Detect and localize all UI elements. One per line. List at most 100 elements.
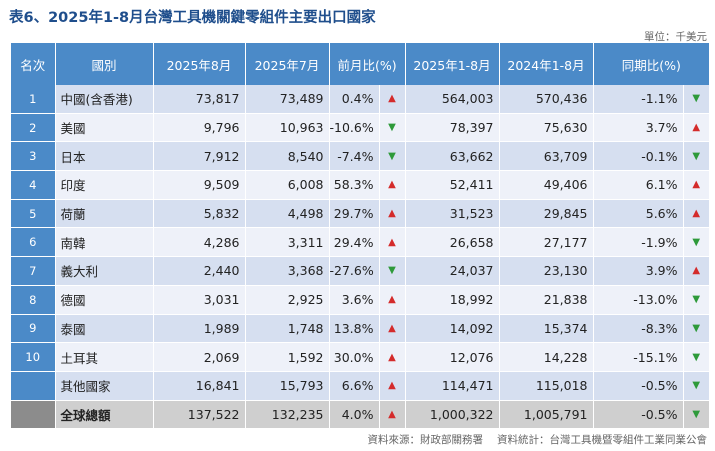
ytd2025-cell: 52,411 bbox=[405, 170, 500, 200]
yoy-arrow-cell: ▼ bbox=[683, 141, 710, 172]
mom-arrow-cell: ▲ bbox=[379, 170, 406, 200]
aug2025-cell: 73,817 bbox=[153, 85, 246, 114]
yoy-cell: 5.6% bbox=[593, 199, 684, 229]
header-rank: 名次 bbox=[11, 43, 56, 85]
header-mom: 前月比(%) bbox=[329, 43, 406, 85]
aug2025-cell: 3,031 bbox=[153, 285, 246, 315]
ytd2024-cell: 14,228 bbox=[499, 342, 594, 372]
ytd2024-cell: 75,630 bbox=[499, 113, 594, 143]
table-row: 9 泰國 1,989 1,748 13.8% ▲ 14,092 15,374 -8.3% ▼ bbox=[11, 314, 710, 344]
yoy-arrow-cell: ▼ bbox=[683, 342, 710, 372]
ytd2025-cell: 18,992 bbox=[405, 285, 500, 315]
mom-arrow-cell: ▼ bbox=[379, 141, 406, 172]
header-country: 國別 bbox=[55, 43, 154, 85]
yoy-cell: -0.5% bbox=[593, 400, 684, 430]
country-cell: 義大利 bbox=[55, 256, 154, 286]
ytd2025-cell: 14,092 bbox=[405, 314, 500, 344]
mom-arrow-cell: ▲ bbox=[379, 371, 406, 401]
ytd2024-cell: 1,005,791 bbox=[499, 400, 594, 430]
table-row: 10 土耳其 2,069 1,592 30.0% ▲ 12,076 14,228 -15.1% ▼ bbox=[11, 342, 710, 372]
yoy-cell: -1.9% bbox=[593, 227, 684, 258]
ytd2024-cell: 23,130 bbox=[499, 256, 594, 286]
jul2025-cell: 1,592 bbox=[245, 342, 330, 372]
ytd2024-cell: 570,436 bbox=[499, 85, 594, 114]
yoy-cell: 6.1% bbox=[593, 170, 684, 200]
country-cell: 土耳其 bbox=[55, 342, 154, 372]
yoy-cell: -8.3% bbox=[593, 314, 684, 344]
ytd2025-cell: 564,003 bbox=[405, 85, 500, 114]
jul2025-cell: 8,540 bbox=[245, 141, 330, 172]
mom-cell: 29.4% bbox=[329, 227, 380, 258]
aug2025-cell: 1,989 bbox=[153, 314, 246, 344]
triangle-down-icon: ▼ bbox=[692, 351, 701, 363]
aug2025-cell: 5,832 bbox=[153, 199, 246, 229]
table-title: 表6、2025年1-8月台灣工具機關鍵零組件主要出口國家 bbox=[9, 10, 376, 26]
jul2025-cell: 15,793 bbox=[245, 371, 330, 401]
unit-label: 單位：千美元 bbox=[644, 31, 707, 43]
mom-arrow-cell: ▲ bbox=[379, 85, 406, 114]
ytd2025-cell: 26,658 bbox=[405, 227, 500, 258]
header-ytd2024: 2024年1-8月 bbox=[499, 43, 594, 85]
jul2025-cell: 1,748 bbox=[245, 314, 330, 344]
mom-arrow-cell: ▲ bbox=[379, 342, 406, 372]
table-row: 2 美國 9,796 10,963 -10.6% ▼ 78,397 75,630 3.7% ▲ bbox=[11, 113, 710, 143]
mom-arrow-cell: ▼ bbox=[379, 256, 406, 286]
country-cell: 泰國 bbox=[55, 314, 154, 344]
mom-arrow-cell: ▼ bbox=[379, 113, 406, 143]
mom-cell: -7.4% bbox=[329, 141, 380, 172]
ytd2025-cell: 1,000,322 bbox=[405, 400, 500, 430]
aug2025-cell: 9,509 bbox=[153, 170, 246, 200]
ytd2025-cell: 78,397 bbox=[405, 113, 500, 143]
country-cell: 德國 bbox=[55, 285, 154, 315]
jul2025-cell: 73,489 bbox=[245, 85, 330, 114]
country-cell: 全球總額 bbox=[55, 400, 154, 430]
mom-arrow-cell: ▲ bbox=[379, 199, 406, 229]
jul2025-cell: 3,368 bbox=[245, 256, 330, 286]
triangle-down-icon: ▼ bbox=[388, 150, 396, 162]
table-row: 6 南韓 4,286 3,311 29.4% ▲ 26,658 27,177 -1.9% ▼ bbox=[11, 227, 710, 258]
rank-cell bbox=[11, 400, 56, 430]
footer: 資料來源：財政部關務署 資料統計：台灣工具機暨零組件工業同業公會 bbox=[368, 432, 708, 447]
aug2025-cell: 137,522 bbox=[153, 400, 246, 430]
rank-cell bbox=[11, 371, 56, 401]
mom-cell: 3.6% bbox=[329, 285, 380, 315]
country-cell: 荷蘭 bbox=[55, 199, 154, 229]
yoy-arrow-cell: ▼ bbox=[683, 371, 710, 401]
mom-cell: 0.4% bbox=[329, 85, 380, 114]
yoy-arrow-cell: ▼ bbox=[683, 400, 710, 430]
country-cell: 日本 bbox=[55, 141, 154, 172]
header-yoy: 同期比(%) bbox=[593, 43, 710, 85]
triangle-down-icon: ▼ bbox=[692, 93, 701, 105]
jul2025-cell: 4,498 bbox=[245, 199, 330, 229]
yoy-arrow-cell: ▲ bbox=[683, 256, 710, 286]
rank-cell: 9 bbox=[11, 314, 56, 344]
triangle-up-icon: ▲ bbox=[388, 380, 396, 392]
country-cell: 印度 bbox=[55, 170, 154, 200]
jul2025-cell: 10,963 bbox=[245, 113, 330, 143]
rank-cell: 4 bbox=[11, 170, 56, 200]
rank-cell: 2 bbox=[11, 113, 56, 143]
ytd2025-cell: 12,076 bbox=[405, 342, 500, 372]
ytd2024-cell: 15,374 bbox=[499, 314, 594, 344]
yoy-cell: 3.7% bbox=[593, 113, 684, 143]
country-cell: 南韓 bbox=[55, 227, 154, 258]
ytd2025-cell: 31,523 bbox=[405, 199, 500, 229]
yoy-cell: -0.5% bbox=[593, 371, 684, 401]
triangle-up-icon: ▲ bbox=[692, 122, 701, 134]
yoy-cell: -15.1% bbox=[593, 342, 684, 372]
mom-cell: 4.0% bbox=[329, 400, 380, 430]
aug2025-cell: 16,841 bbox=[153, 371, 246, 401]
rank-cell: 1 bbox=[11, 85, 56, 114]
triangle-down-icon: ▼ bbox=[388, 122, 396, 134]
table-row: 1 中國(含香港) 73,817 73,489 0.4% ▲ 564,003 570,436-… bbox=[11, 85, 710, 114]
yoy-arrow-cell: ▼ bbox=[683, 227, 710, 258]
yoy-arrow-cell: ▼ bbox=[683, 285, 710, 315]
ytd2024-cell: 63,709 bbox=[499, 141, 594, 172]
rank-cell: 5 bbox=[11, 199, 56, 229]
triangle-up-icon: ▲ bbox=[388, 294, 396, 306]
header-jul2025: 2025年7月 bbox=[245, 43, 330, 85]
header-ytd2025: 2025年1-8月 bbox=[405, 43, 500, 85]
yoy-cell: -1.1% bbox=[593, 85, 684, 114]
rank-cell: 7 bbox=[11, 256, 56, 286]
jul2025-cell: 3,311 bbox=[245, 227, 330, 258]
